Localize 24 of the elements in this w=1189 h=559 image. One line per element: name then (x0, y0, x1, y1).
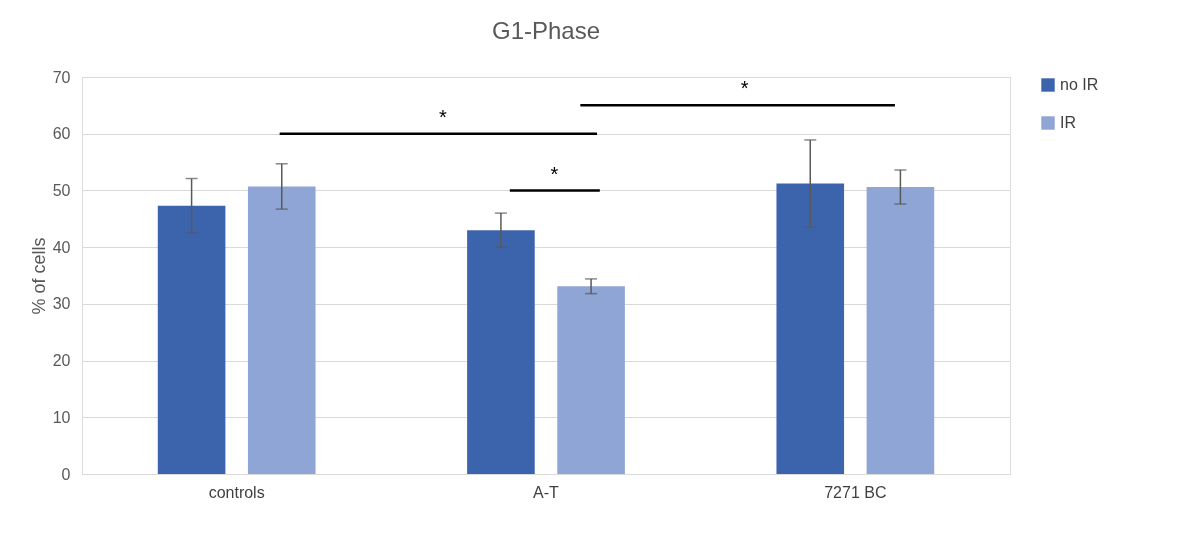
bar (776, 183, 845, 474)
annotation: * (740, 77, 749, 100)
bar (467, 230, 535, 474)
y-tick-label: 20 (52, 352, 71, 370)
x-tick-label: controls (208, 483, 265, 501)
y-tick-label: 60 (52, 125, 71, 143)
y-tick-label: 0 (61, 465, 71, 483)
y-tick-label: 30 (52, 295, 71, 313)
y-tick-label: 40 (52, 238, 71, 256)
annotation: * (439, 105, 448, 128)
bar (247, 186, 316, 474)
chart-title: G1-Phase (491, 17, 601, 44)
annotation: * (550, 162, 559, 185)
y-tick-label: 50 (52, 181, 71, 199)
y-tick-label: 70 (52, 68, 71, 86)
bar (557, 286, 625, 474)
y-axis-title: % of cells (28, 237, 49, 315)
bar (157, 205, 226, 474)
x-tick-label: A-T (533, 483, 560, 501)
legend-label: IR (1060, 114, 1076, 131)
legend-label: no IR (1060, 76, 1099, 93)
y-tick-label: 10 (52, 408, 71, 426)
bar (866, 187, 935, 474)
x-tick-label: 7271 BC (824, 483, 887, 501)
